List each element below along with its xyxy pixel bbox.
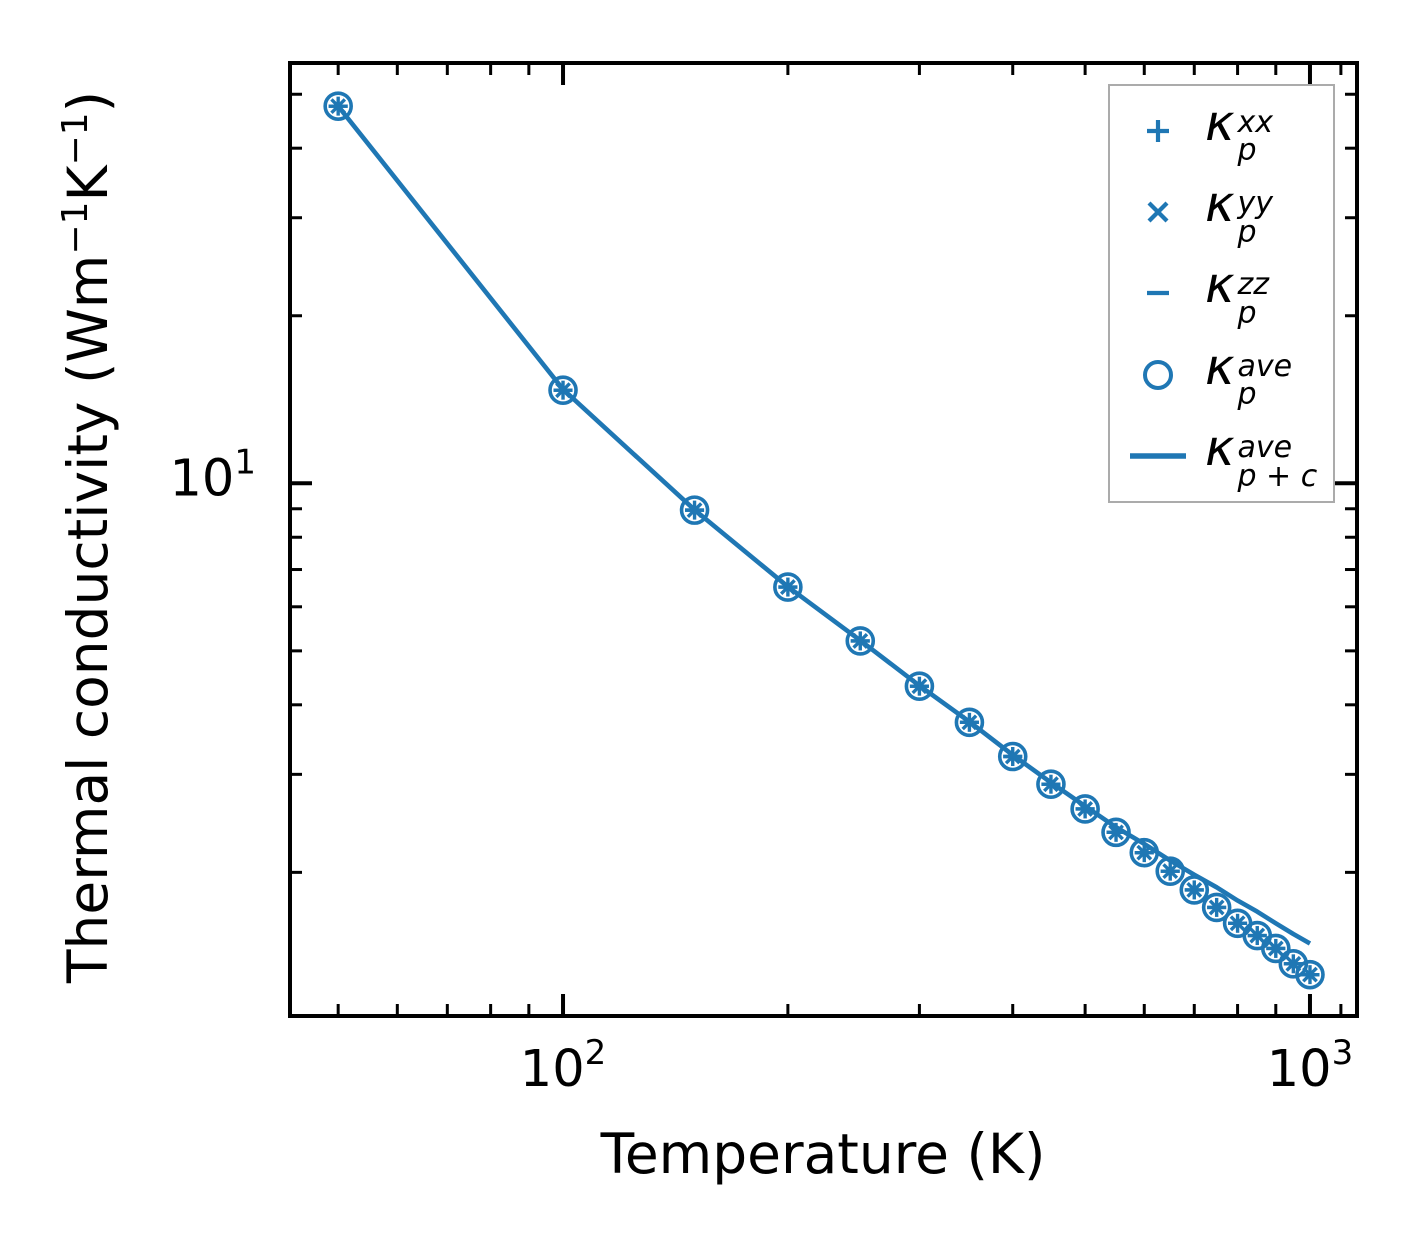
x-axis-label: Temperature (K) xyxy=(600,1122,1046,1186)
legend-label: κ xx p xyxy=(1205,93,1273,169)
circle-marker-icon xyxy=(773,572,803,602)
circle-marker-icon xyxy=(323,91,353,121)
legend-box: κ xx p κ yy p κ zz p κ ave p κ ave p + c xyxy=(1108,84,1335,503)
x-tick-label-10e2: 102 xyxy=(519,1033,607,1099)
circle-marker-icon xyxy=(845,626,876,656)
legend-symbol xyxy=(1110,345,1205,405)
circle-marker-icon xyxy=(904,671,935,701)
circle-marker-icon xyxy=(954,707,985,738)
legend-entry-3: κ ave p xyxy=(1110,337,1333,413)
circle-marker-icon xyxy=(997,741,1028,772)
legend-entry-1: κ yy p xyxy=(1110,175,1333,250)
circle-marker-icon xyxy=(1036,769,1066,800)
hline-legend-icon xyxy=(1146,291,1169,296)
legend-label: κ ave p xyxy=(1205,337,1293,413)
plus-legend-icon xyxy=(1146,119,1169,142)
plot-border xyxy=(288,61,1359,1018)
legend-symbol xyxy=(1110,182,1205,242)
y-axis-label: Thermal conductivity (Wm−1K−1) xyxy=(55,90,120,984)
kappa-p-plus-c-line xyxy=(336,104,1312,946)
x-tick-label-10e3: 103 xyxy=(1266,1033,1354,1099)
circle-marker-icon xyxy=(548,375,578,405)
legend-entry-4: κ ave p + c xyxy=(1110,419,1333,494)
y-tick-label-10e1: 101 xyxy=(169,442,256,509)
circle-marker-icon xyxy=(1295,959,1325,990)
circle-legend-icon xyxy=(1142,359,1173,390)
legend-symbol xyxy=(1110,426,1205,486)
line-legend-icon xyxy=(1129,453,1186,459)
circle-marker-icon xyxy=(1070,794,1100,824)
legend-entry-2: κ zz p xyxy=(1110,256,1333,331)
legend-label: κ ave p + c xyxy=(1205,419,1318,494)
legend-label: κ zz p xyxy=(1205,256,1269,331)
legend-entry-0: κ xx p xyxy=(1110,93,1333,169)
circle-marker-icon xyxy=(679,495,710,525)
circle-marker-icon xyxy=(1201,892,1232,923)
legend-symbol xyxy=(1110,263,1205,323)
legend-symbol xyxy=(1110,101,1205,161)
legend-label: κ yy p xyxy=(1205,175,1273,250)
x-legend-icon xyxy=(1147,201,1168,223)
circle-marker-icon xyxy=(1260,933,1291,964)
